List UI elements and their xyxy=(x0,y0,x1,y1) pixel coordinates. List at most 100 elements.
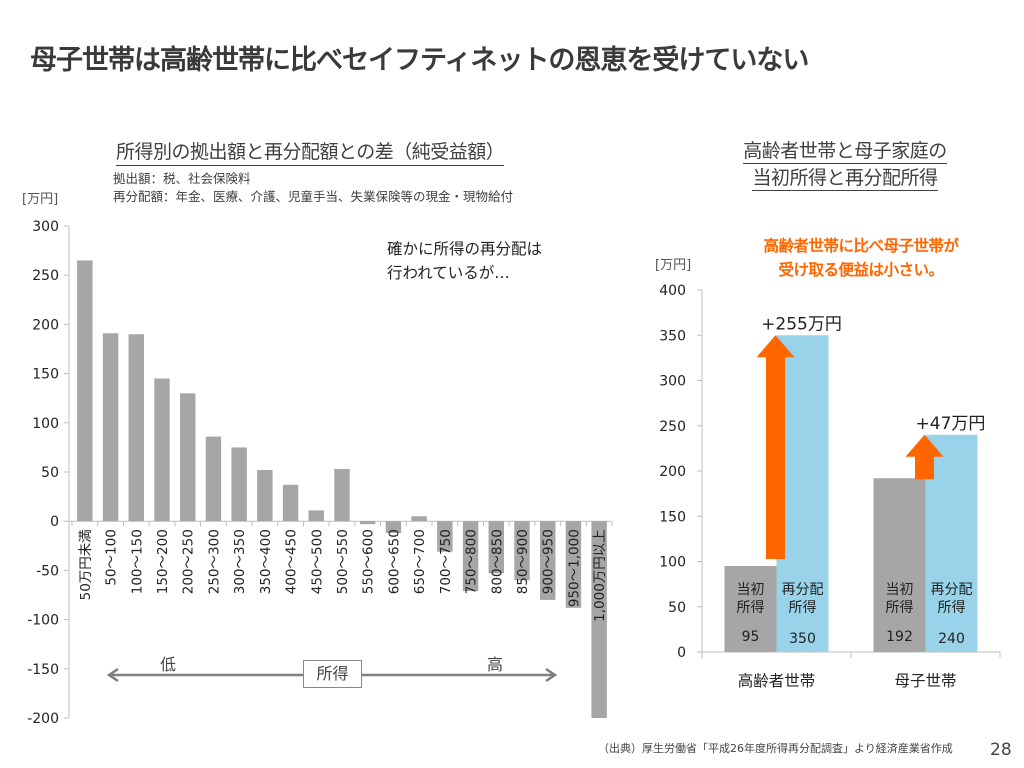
left-category-label: 550～600 xyxy=(361,529,377,594)
right-y-tick-label: 150 xyxy=(659,509,686,525)
increase-annotation: +255万円 xyxy=(761,314,842,334)
income-axis-label: 所得 xyxy=(303,660,362,688)
right-chart-unit-label: [万円] xyxy=(655,258,692,273)
income-low-label: 低 xyxy=(160,655,177,674)
left-bar xyxy=(360,521,376,525)
right-chart-callout: 高齢者世帯に比べ母子世帯が 受け取る便益は小さい。 xyxy=(726,234,996,282)
left-y-tick-label: 250 xyxy=(32,268,59,284)
initial-income-bar xyxy=(873,478,926,652)
increase-arrow xyxy=(905,434,944,480)
left-category-label: 650～700 xyxy=(412,529,428,594)
right-y-tick-label: 350 xyxy=(659,328,686,344)
left-y-tick-label: 150 xyxy=(32,367,59,383)
source-citation: （出典）厚生労働省「平成26年度所得再分配調査」より経済産業省作成 xyxy=(598,742,953,755)
initial-series-label: 所得 xyxy=(737,599,765,616)
left-bar xyxy=(591,521,607,718)
right-chart-title-line1: 高齢者世帯と母子家庭の xyxy=(743,140,947,164)
right-y-tick-label: 0 xyxy=(677,645,686,661)
left-category-label: 700～750 xyxy=(438,529,454,594)
right-chart-callout-line2: 受け取る便益は小さい。 xyxy=(778,261,944,279)
left-category-label: 300～350 xyxy=(232,529,248,594)
redistributed-series-label: 再分配 xyxy=(782,582,824,598)
left-category-label: 800～850 xyxy=(489,529,505,594)
left-bar xyxy=(308,510,324,522)
income-arrow-left-head xyxy=(106,667,119,683)
left-chart-title: 所得別の拠出額と再分配額との差（純受益額） xyxy=(116,137,505,166)
left-category-label: 200～250 xyxy=(181,529,197,594)
left-bar xyxy=(540,521,556,600)
income-high-label: 高 xyxy=(487,655,504,674)
left-y-tick-label: -50 xyxy=(36,563,59,579)
left-bar xyxy=(257,470,273,522)
left-category-label: 400～450 xyxy=(284,529,300,594)
slide-title: 母子世帯は高齢世帯に比べセイフティネットの恩恵を受けていない xyxy=(30,45,809,76)
right-category-label: 母子世帯 xyxy=(894,672,956,690)
increase-arrow xyxy=(756,335,795,560)
right-y-tick-label: 100 xyxy=(659,555,686,571)
annotation-line1: 確かに所得の再分配は xyxy=(387,240,543,258)
left-category-label: 900～950 xyxy=(541,529,557,594)
left-bar xyxy=(128,334,144,522)
left-bar xyxy=(180,393,196,522)
redistributed-income-bar xyxy=(776,335,829,652)
left-bar xyxy=(385,521,402,534)
left-bar xyxy=(411,516,427,522)
increase-annotation: +47万円 xyxy=(916,414,986,434)
right-chart-title-line2: 当初所得と再分配所得 xyxy=(752,167,938,191)
initial-income-bar xyxy=(724,566,777,652)
initial-series-label: 当初 xyxy=(737,581,765,598)
redistributed-series-label: 所得 xyxy=(789,599,817,616)
right-y-tick-label: 250 xyxy=(659,419,686,435)
left-y-tick-label: -200 xyxy=(27,711,59,727)
redistributed-series-label: 再分配 xyxy=(931,582,973,598)
left-bar xyxy=(205,436,222,522)
left-category-label: 450～500 xyxy=(309,529,325,594)
initial-series-label: 所得 xyxy=(886,599,914,616)
right-category-label: 高齢者世帯 xyxy=(738,672,816,690)
page-number: 28 xyxy=(990,740,1012,760)
left-bar xyxy=(462,521,479,592)
right-chart-title: 高齢者世帯と母子家庭の 当初所得と再分配所得 xyxy=(700,138,990,192)
left-category-label: 950～1,000 xyxy=(566,529,582,607)
left-y-tick-label: 200 xyxy=(32,317,59,333)
left-y-tick-label: 50 xyxy=(41,465,59,481)
left-bar xyxy=(154,378,170,522)
left-chart-annotation: 確かに所得の再分配は 行われているが… xyxy=(387,237,542,285)
right-y-tick-label: 50 xyxy=(668,600,686,616)
left-bar xyxy=(77,260,93,522)
left-category-label: 50万円未満 xyxy=(78,529,94,600)
redistributed-value-label: 240 xyxy=(938,631,965,647)
income-arrow-right-head xyxy=(545,667,558,683)
left-chart: 300 250 200 150 100 50 0 -50 -100 -150 -200 50万円未満 5… xyxy=(27,219,613,727)
left-y-tick-label: 300 xyxy=(32,219,59,235)
left-category-label: 50～100 xyxy=(104,529,120,585)
left-bar xyxy=(282,484,299,522)
left-bar xyxy=(102,333,119,522)
left-y-tick-label: -150 xyxy=(27,662,59,678)
left-category-label: 1,000万円以上 xyxy=(592,529,608,622)
left-category-label: 150～200 xyxy=(155,529,171,594)
redistributed-series-label: 所得 xyxy=(938,599,966,616)
left-chart-subtitle-redistribution: 再分配額：年金、医療、介護、児童手当、失業保険等の現金・現物給付 xyxy=(113,189,514,204)
left-bar xyxy=(231,447,247,522)
initial-value-label: 95 xyxy=(742,629,760,645)
left-bar xyxy=(565,521,582,608)
left-bar xyxy=(514,521,530,581)
left-chart-unit-label: [万円] xyxy=(22,192,59,207)
left-y-tick-label: -100 xyxy=(27,613,59,629)
left-category-label: 350～400 xyxy=(258,529,274,594)
left-y-tick-label: 0 xyxy=(50,514,59,530)
left-category-label: 250～300 xyxy=(206,529,222,594)
initial-series-label: 当初 xyxy=(886,581,914,598)
left-y-tick-label: 100 xyxy=(32,416,59,432)
annotation-line2: 行われているが… xyxy=(387,264,510,282)
right-y-tick-label: 400 xyxy=(659,283,686,299)
right-y-tick-label: 300 xyxy=(659,374,686,390)
left-bar xyxy=(437,521,453,552)
right-y-tick-label: 200 xyxy=(659,464,686,480)
left-category-label: 850～900 xyxy=(515,529,531,594)
left-chart-subtitle-contribution: 拠出額：税、社会保険料 xyxy=(113,171,251,186)
right-chart-callout-line1: 高齢者世帯に比べ母子世帯が xyxy=(763,237,959,255)
left-category-label: 500～550 xyxy=(335,529,351,594)
